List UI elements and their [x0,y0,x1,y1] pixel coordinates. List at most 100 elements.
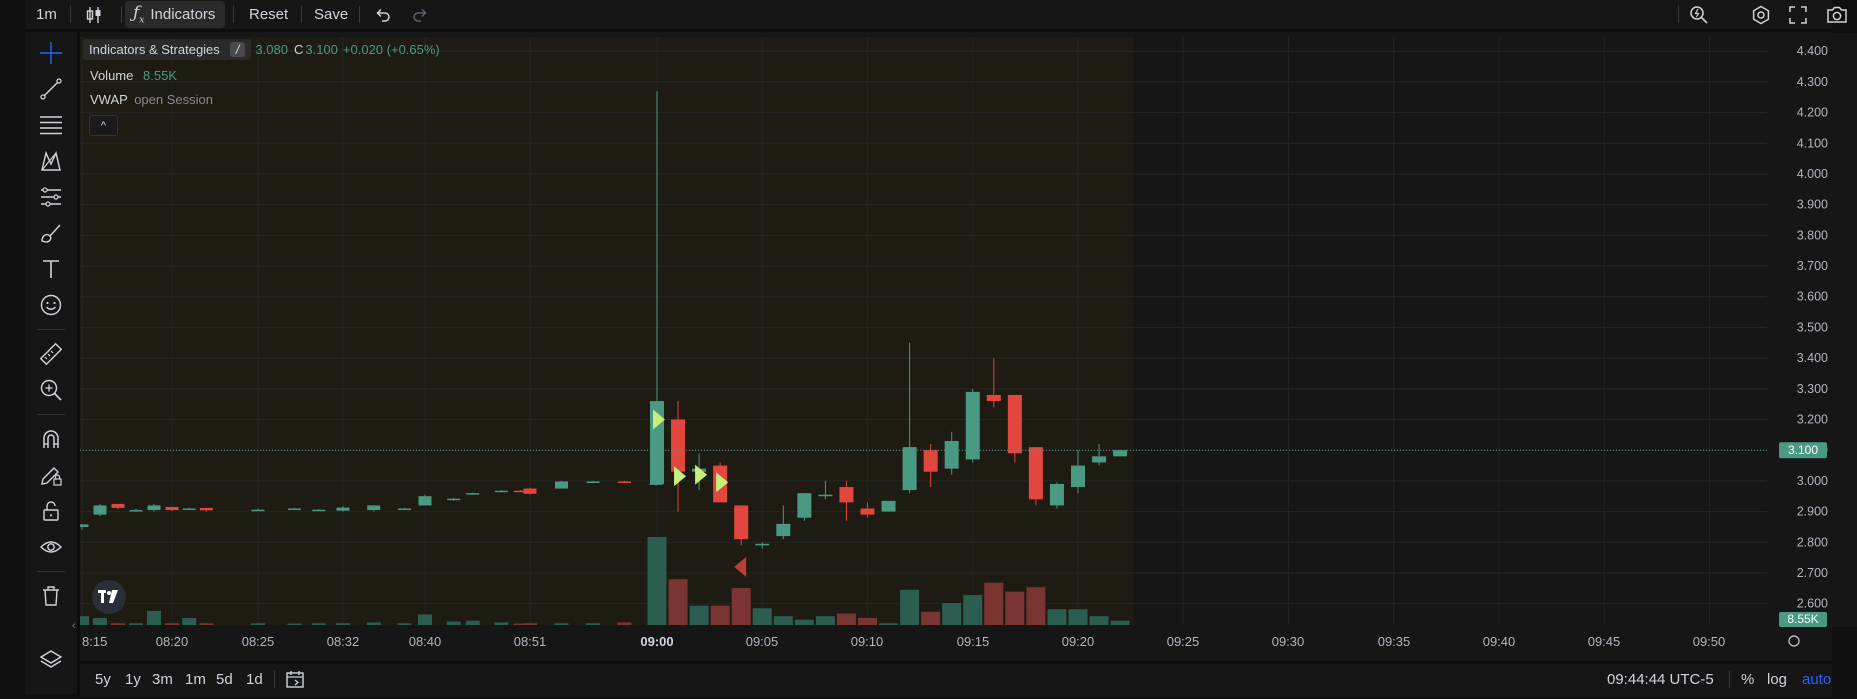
eye-icon [40,541,62,553]
price-tick-label: 2.800 [1797,535,1828,549]
volume-bar [165,623,179,625]
text-tool[interactable] [38,256,64,282]
pattern-tool[interactable] [38,148,64,174]
range-1m-button[interactable]: 1m [185,664,206,694]
change-value: +0.020 (+0.65%) [342,41,440,57]
collapse-toolbar-toggle[interactable]: ‹ [72,620,76,632]
reset-button[interactable]: Reset [249,0,288,29]
buy-signal-marker [695,464,708,485]
xabcd-pattern-icon [41,150,61,171]
lock-drawing-tool[interactable] [38,462,64,488]
candle-body [165,506,179,511]
candle-body [923,450,938,472]
undo-button[interactable] [374,0,392,29]
price-tick-label: 4.000 [1797,167,1828,181]
toolbar-divider [233,6,234,23]
gear-icon[interactable] [1788,635,1800,647]
snapshot-button[interactable] [1826,0,1848,29]
candle-body [649,483,663,485]
legend-collapse-button[interactable]: ^ [89,115,118,136]
time-tick-label: 09:30 [1272,634,1305,649]
range-1y-button[interactable]: 1y [125,664,141,694]
time-tick-label: 08:51 [514,634,547,649]
percent-scale-toggle[interactable]: % [1741,664,1754,694]
emoji-tool[interactable] [38,292,64,318]
chart-type-button[interactable] [84,0,104,29]
redo-icon [413,8,427,22]
long-position-icon [41,187,61,207]
toolbar-divider [1678,6,1679,23]
quick-search-button[interactable] [1689,0,1709,29]
magnet-tool[interactable] [38,426,64,452]
toolbar-divider [37,414,65,415]
price-tick-label: 4.300 [1797,75,1828,89]
volume-bar [311,623,326,625]
range-label: 3m [152,670,173,688]
volume-bar [586,623,600,625]
measure-tool[interactable] [38,341,64,367]
settings-button[interactable] [1751,0,1771,29]
range-5d-button[interactable]: 5d [216,664,233,694]
candle-body [1028,447,1043,500]
range-5y-button[interactable]: 5y [95,664,111,694]
timezone-clock[interactable]: 09:44:44 UTC-5 [1607,664,1714,694]
zoom-tool[interactable] [38,377,64,403]
tradingview-logo[interactable] [92,580,126,614]
brush-tool[interactable] [38,220,64,246]
hide-drawings-tool[interactable] [38,534,64,560]
crosshair-tool[interactable] [38,40,64,66]
volume-bar [1005,591,1025,625]
candle-body [944,440,959,469]
chart-pane[interactable]: 4.4004.3004.2004.1004.0003.9003.8003.700… [80,37,1780,627]
price-chart[interactable]: 4.4004.3004.2004.1004.0003.9003.8003.700… [80,37,1780,627]
volume-value: 8.55K [143,68,177,83]
fx-icon: ƒx [133,3,145,26]
trend-line-tool[interactable] [38,76,64,102]
range-3m-button[interactable]: 3m [152,664,173,694]
toolbar-divider [37,329,65,330]
candle-body [251,509,265,512]
object-tree-button[interactable] [38,647,64,673]
volume-bar [513,623,528,625]
go-to-date-button[interactable] [285,664,305,694]
log-scale-toggle[interactable]: log [1767,664,1787,694]
price-tick-label: 4.200 [1797,106,1828,120]
save-button[interactable]: Save [314,0,348,29]
volume-bar [689,605,709,625]
auto-scale-toggle[interactable]: auto [1802,664,1831,694]
volume-bar [1110,620,1130,625]
candles-icon [86,6,101,23]
volume-bar [1026,587,1046,625]
indicators-button[interactable]: ƒx Indicators [125,1,226,28]
fullscreen-button[interactable] [1789,0,1807,29]
time-axis[interactable]: 8:15 08:20 08:25 08:32 08:40 08:51 09:00 09:05 0… [80,630,1800,654]
range-1d-button[interactable]: 1d [246,664,263,694]
forecast-tool[interactable] [38,184,64,210]
tv-logo-icon [98,590,118,603]
tooltip-text: Indicators & Strategies [89,41,220,57]
price-tick-label: 3.400 [1797,351,1828,365]
ruler-icon [39,342,63,366]
volume-bar [794,619,814,625]
volume-bar [773,616,793,625]
legend-volume[interactable]: Volume 8.55K [90,68,177,83]
price-tick-label: 4.400 [1797,44,1828,58]
calendar-icon [286,671,304,688]
remove-drawings-tool[interactable] [38,583,64,609]
volume-bar [921,611,941,625]
time-tick-label: 09:00 [640,634,673,649]
vwap-args: open Session [134,92,213,107]
candle-body [797,493,812,518]
price-axis[interactable]: 4.400 4.300 4.200 4.100 4.000 3.900 3.800 3.700… [1767,33,1857,627]
price-tick-label: 2.700 [1797,566,1828,580]
fib-tool[interactable] [38,112,64,138]
volume-bar [900,589,920,625]
toolbar-divider [70,6,71,23]
legend-vwap[interactable]: VWAP open Session [90,92,213,107]
time-tick-label: 09:20 [1062,634,1095,649]
interval-button[interactable]: 1m [36,0,57,29]
lock-all-tool[interactable] [38,498,64,524]
time-tick-label: 09:40 [1483,634,1516,649]
redo-button[interactable] [411,0,429,29]
volume-bar [710,605,730,625]
